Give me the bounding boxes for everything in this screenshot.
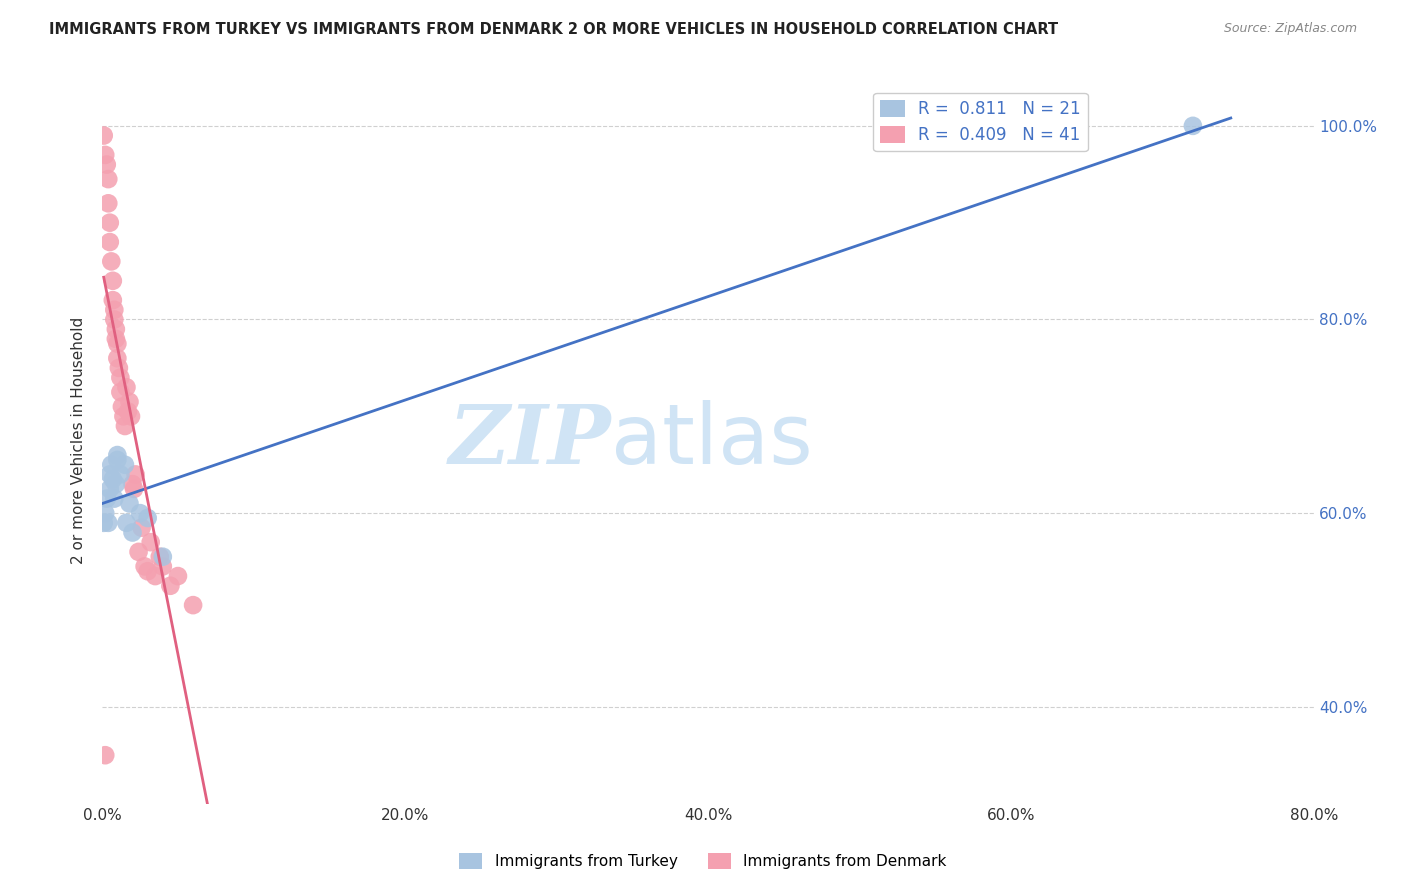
Point <box>136 511 159 525</box>
Legend: Immigrants from Turkey, Immigrants from Denmark: Immigrants from Turkey, Immigrants from … <box>453 847 953 875</box>
Text: atlas: atlas <box>612 400 813 481</box>
Text: Source: ZipAtlas.com: Source: ZipAtlas.com <box>1223 22 1357 36</box>
Point <box>112 409 135 424</box>
Point <box>143 569 166 583</box>
Point <box>96 158 118 172</box>
Point <box>94 148 117 162</box>
Point <box>1181 119 1204 133</box>
Point <box>149 549 172 564</box>
Point <box>105 448 128 462</box>
Text: IMMIGRANTS FROM TURKEY VS IMMIGRANTS FROM DENMARK 2 OR MORE VEHICLES IN HOUSEHOL: IMMIGRANTS FROM TURKEY VS IMMIGRANTS FRO… <box>49 22 1059 37</box>
Legend: R =  0.811   N = 21, R =  0.409   N = 41: R = 0.811 N = 21, R = 0.409 N = 41 <box>873 93 1088 151</box>
Point <box>104 322 127 336</box>
Point <box>121 525 143 540</box>
Point <box>110 467 132 482</box>
Point <box>97 172 120 186</box>
Point <box>105 336 128 351</box>
Point <box>103 302 125 317</box>
Point <box>98 235 121 249</box>
Point <box>98 467 121 482</box>
Point <box>101 274 124 288</box>
Point <box>139 535 162 549</box>
Point <box>98 482 121 496</box>
Point <box>129 506 152 520</box>
Point <box>120 409 142 424</box>
Point <box>100 458 122 472</box>
Point <box>131 521 153 535</box>
Point <box>105 453 128 467</box>
Point <box>167 569 190 583</box>
Point <box>105 351 128 366</box>
Point <box>122 482 145 496</box>
Point <box>117 404 139 418</box>
Point <box>181 598 204 612</box>
Point <box>152 559 174 574</box>
Point <box>111 400 134 414</box>
Point <box>104 332 127 346</box>
Point <box>114 458 136 472</box>
Point <box>114 419 136 434</box>
Point <box>115 516 138 530</box>
Point <box>118 394 141 409</box>
Point <box>110 370 132 384</box>
Point <box>97 516 120 530</box>
Point <box>128 545 150 559</box>
Point <box>152 549 174 564</box>
Point <box>100 254 122 268</box>
Point <box>121 477 143 491</box>
Point <box>103 491 125 506</box>
Point <box>94 748 117 763</box>
Point <box>104 477 127 491</box>
Point <box>94 506 117 520</box>
Text: ZIP: ZIP <box>449 401 612 481</box>
Point <box>98 216 121 230</box>
Point <box>101 472 124 486</box>
Point <box>108 360 131 375</box>
Point <box>118 496 141 510</box>
Point <box>115 380 138 394</box>
Point <box>124 467 146 482</box>
Y-axis label: 2 or more Vehicles in Household: 2 or more Vehicles in Household <box>72 317 86 564</box>
Point <box>93 516 115 530</box>
Point <box>134 559 156 574</box>
Point <box>97 196 120 211</box>
Point <box>136 564 159 578</box>
Point <box>110 385 132 400</box>
Point <box>159 579 181 593</box>
Point <box>101 293 124 307</box>
Point <box>93 128 115 143</box>
Point <box>103 312 125 326</box>
Point <box>96 491 118 506</box>
